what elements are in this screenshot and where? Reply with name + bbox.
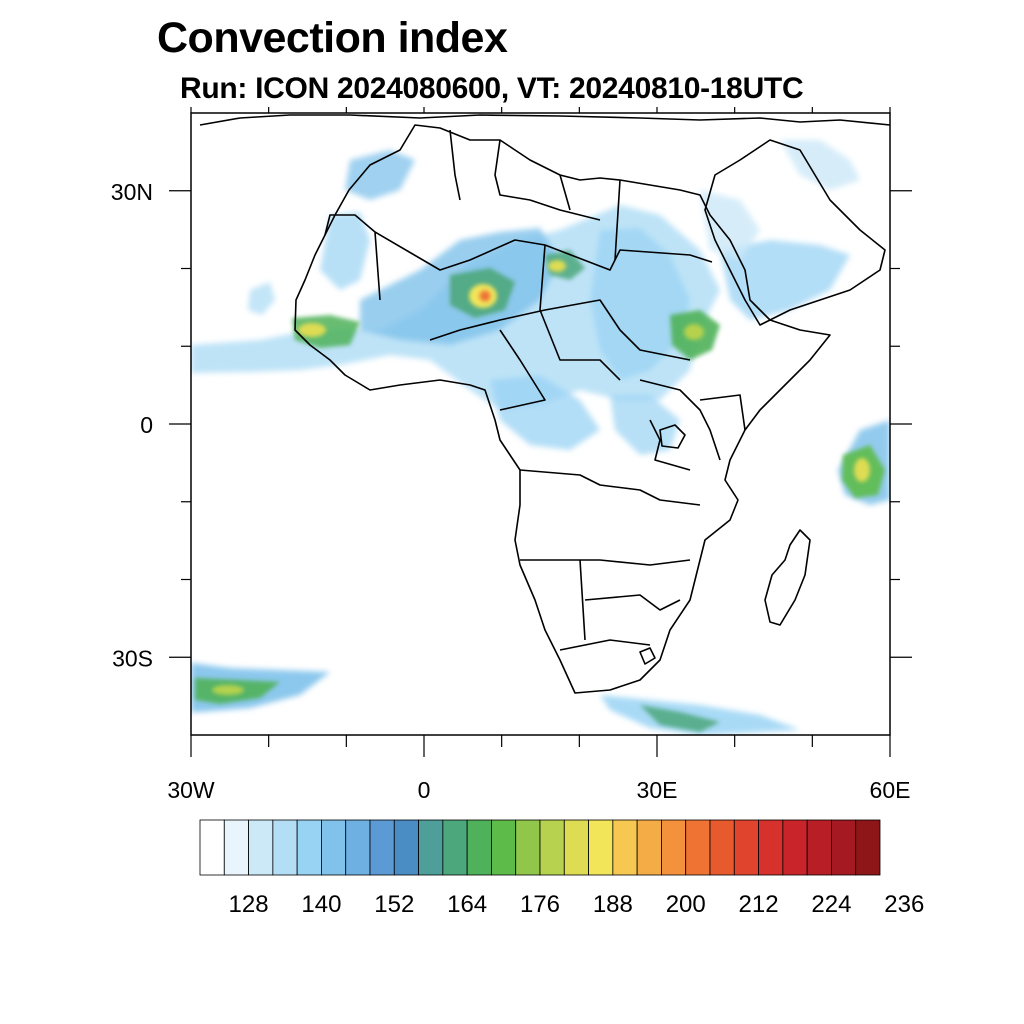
colorbar-swatch	[831, 819, 857, 876]
map-title: Convection index	[157, 14, 508, 62]
colorbar-swatch	[685, 819, 711, 876]
colorbar-swatch	[563, 819, 589, 876]
colorbar-label: 212	[739, 891, 779, 918]
colorbar-swatch	[223, 819, 249, 876]
colorbar-swatch	[782, 819, 808, 876]
colorbar-swatch	[296, 819, 322, 876]
colorbar-swatch	[248, 819, 274, 876]
colorbar-swatch	[806, 819, 832, 876]
colorbar-swatch	[442, 819, 468, 876]
x-axis-label: 60E	[870, 777, 911, 803]
y-axis-label: 0	[140, 412, 153, 438]
border-south	[519, 469, 701, 651]
colorbar-swatch	[272, 819, 298, 876]
colorbar-swatch	[539, 819, 565, 876]
colorbar-swatch	[661, 819, 687, 876]
colorbar-label: 176	[520, 891, 560, 918]
map-subtitle: Run: ICON 2024080600, VT: 20240810-18UTC	[180, 72, 804, 105]
colorbar-label: 224	[811, 891, 851, 918]
coastlines-borders	[199, 114, 890, 694]
lesotho-border	[639, 647, 656, 665]
x-axis-label: 30E	[637, 777, 678, 803]
colorbar-label: 200	[666, 891, 706, 918]
colorbar-swatch	[515, 819, 541, 876]
map-area	[191, 113, 890, 735]
colorbar-swatch	[491, 819, 517, 876]
colorbar-label: 140	[301, 891, 341, 918]
axis-ticks	[169, 107, 912, 757]
colorbar-labels: 128 140 152 164 176 188 200 212 224 236	[229, 891, 925, 918]
colorbar-swatch	[855, 819, 881, 876]
colorbar-swatch	[588, 819, 614, 876]
x-axis-label: 0	[418, 777, 431, 803]
colorbar-label: 188	[593, 891, 633, 918]
x-axis-label: 30W	[167, 777, 215, 803]
border-east	[639, 379, 746, 471]
y-axis-label: 30N	[111, 179, 153, 205]
y-axis-labels: 30N 0 30S	[111, 179, 153, 672]
colorbar-swatch	[418, 819, 444, 876]
madagascar-coastline	[764, 529, 811, 626]
arabia-coastline	[704, 139, 886, 326]
colorbar-swatch	[466, 819, 492, 876]
x-axis-labels: 30W 0 30E 60E	[167, 777, 910, 803]
lake-victoria	[659, 424, 686, 449]
convection-strong	[212, 260, 870, 695]
colorbar-swatch	[636, 819, 662, 876]
colorbar-swatch	[369, 819, 395, 876]
colorbar-label: 152	[374, 891, 414, 918]
border-north	[449, 129, 621, 261]
europe-coastline	[199, 114, 890, 126]
colorbar-swatch	[345, 819, 371, 876]
colorbar-swatch	[393, 819, 419, 876]
colorbar-swatch	[321, 819, 347, 876]
y-axis-label: 30S	[112, 645, 153, 671]
africa-coastline	[294, 124, 831, 694]
colorbar-swatch	[733, 819, 759, 876]
colorbar-swatch	[709, 819, 735, 876]
colorbar-swatch	[199, 819, 225, 876]
colorbar-label: 128	[229, 891, 269, 918]
colorbar-swatch	[612, 819, 638, 876]
border-central	[429, 244, 691, 411]
colorbar	[199, 819, 881, 876]
colorbar-label: 164	[447, 891, 487, 918]
colorbar-label: 236	[884, 891, 924, 918]
colorbar-swatch	[758, 819, 784, 876]
